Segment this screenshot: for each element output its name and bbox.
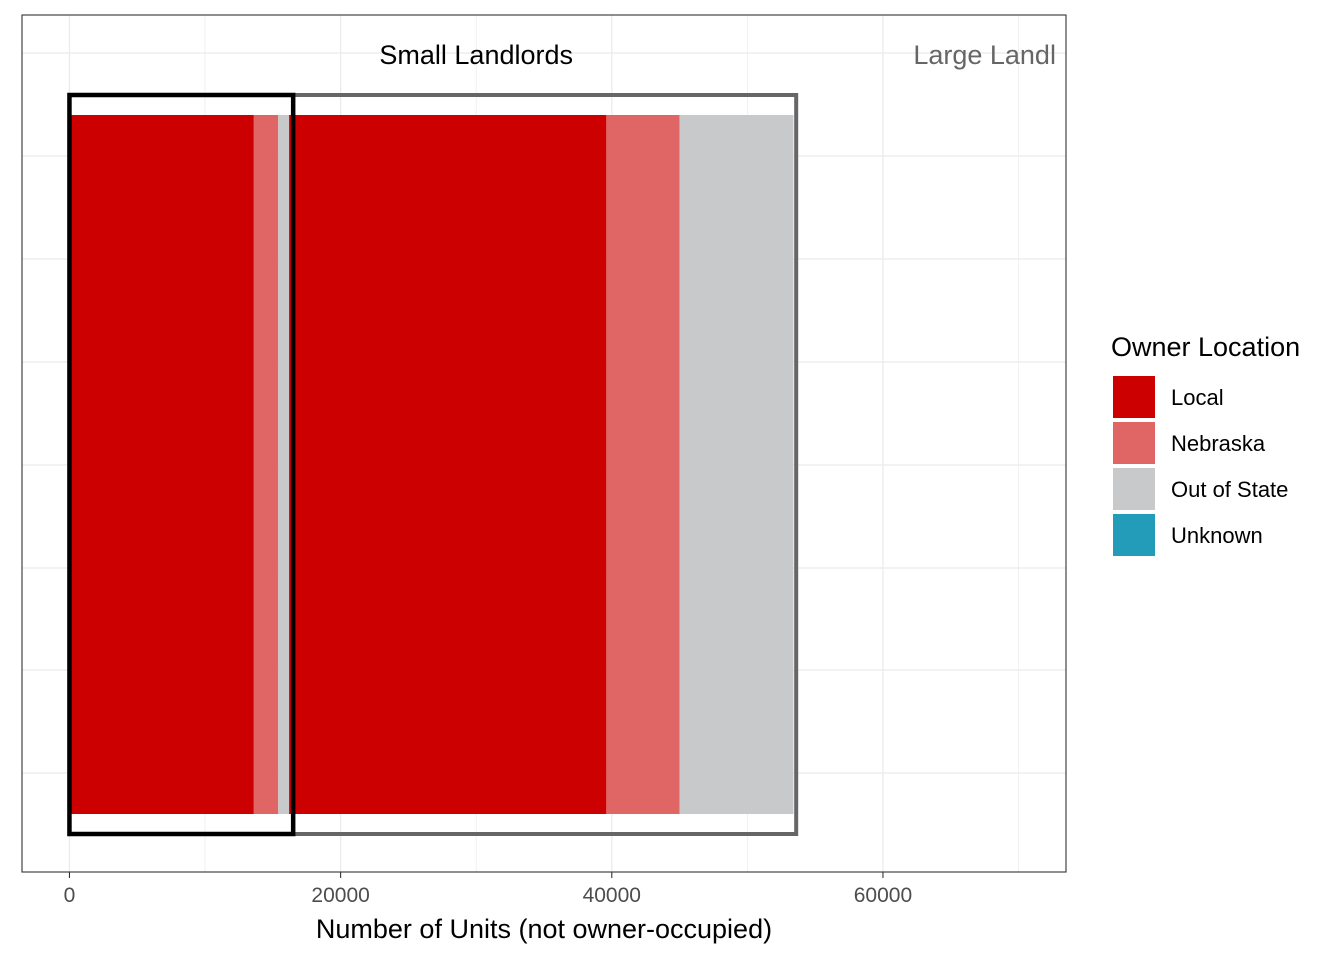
annotation-layer: Small Landlords Large Landl: [67, 40, 1056, 837]
legend-title: Owner Location: [1111, 332, 1300, 362]
legend-label-local: Local: [1171, 385, 1224, 410]
small-landlords-box: [67, 92, 296, 837]
x-axis-label: Number of Units (not owner-occupied): [316, 914, 772, 944]
bar-segment-nebraska: [606, 115, 680, 814]
bar-segment-local: [289, 115, 607, 814]
legend-items: Local Nebraska Out of State Unknown: [1113, 376, 1288, 556]
bar-segment-out-of-state: [278, 115, 290, 814]
plot-area: Small Landlords Large Landl: [21, 14, 1067, 873]
legend-label-unknown: Unknown: [1171, 523, 1263, 548]
panel-border: [21, 14, 1067, 873]
bars-layer: [69, 115, 794, 814]
small-landlords-label: Small Landlords: [379, 40, 573, 70]
bar-segment-out-of-state: [679, 115, 794, 814]
legend-swatch-nebraska: [1113, 422, 1155, 464]
large-landlords-label: Large Landl: [913, 40, 1056, 70]
legend-swatch-local: [1113, 376, 1155, 418]
legend-swatch-out-of-state: [1113, 468, 1155, 510]
bar-segment-local: [69, 115, 254, 814]
x-tick-label: 0: [64, 884, 76, 907]
x-axis: 0 20000 40000 60000: [64, 872, 912, 907]
legend-swatch-unknown: [1113, 514, 1155, 556]
bar-segment-nebraska: [253, 115, 279, 814]
x-tick-label: 60000: [854, 884, 912, 907]
legend-label-nebraska: Nebraska: [1171, 431, 1266, 456]
legend: Owner Location Local Nebraska Out of State…: [1111, 332, 1300, 556]
x-tick-label: 40000: [583, 884, 641, 907]
x-tick-label: 20000: [311, 884, 369, 907]
legend-label-out-of-state: Out of State: [1171, 477, 1288, 502]
